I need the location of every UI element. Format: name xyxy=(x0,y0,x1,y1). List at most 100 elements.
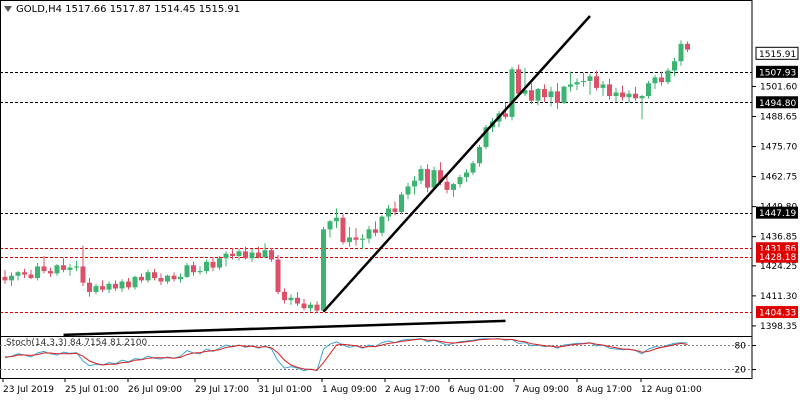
stoch-level-label: 20 xyxy=(735,366,747,376)
chart-header: GOLD,H4 1517.66 1517.87 1514.45 1515.91 xyxy=(4,4,240,15)
candle-body xyxy=(451,184,456,190)
chart-border xyxy=(0,0,753,379)
level-price-tag-bg xyxy=(756,306,798,319)
candle-body xyxy=(373,229,378,233)
price-tick-label: 1398.35 xyxy=(760,322,797,332)
candle-body xyxy=(503,113,508,117)
candle-body xyxy=(106,283,112,290)
candle-body xyxy=(113,283,118,289)
candle-body xyxy=(672,61,677,71)
stoch-level-label: 80 xyxy=(735,342,747,352)
stochastic-panel: 80 20 xyxy=(0,338,756,376)
candle-body xyxy=(139,276,144,281)
level-price-tag: 1507.93 xyxy=(759,68,796,78)
candle-body xyxy=(438,170,443,182)
candle-body xyxy=(28,274,34,279)
candle-body xyxy=(386,208,391,217)
candle-body xyxy=(470,163,476,173)
candle-body xyxy=(431,170,437,188)
candle-body xyxy=(2,276,8,281)
candle-body xyxy=(522,90,528,94)
level-price-tag: 1404.33 xyxy=(759,309,796,319)
candle-body xyxy=(236,251,242,256)
candle-body xyxy=(542,89,547,98)
candle-body xyxy=(607,84,612,96)
trendlines xyxy=(63,15,591,337)
candle-body xyxy=(119,281,125,289)
candle-body xyxy=(678,43,684,62)
candle-body xyxy=(321,229,326,311)
candle-body xyxy=(555,91,560,103)
time-tick-label: 29 Jul 17:00 xyxy=(195,385,249,395)
candle-body xyxy=(288,297,294,301)
chart-frame xyxy=(0,0,753,379)
candle-body xyxy=(399,194,404,212)
dropdown-triangle-icon[interactable] xyxy=(4,6,12,12)
candle-body xyxy=(41,266,47,272)
candle-body xyxy=(483,127,489,148)
candle-body xyxy=(295,297,300,304)
candle-body xyxy=(184,265,190,277)
candle-body xyxy=(464,172,469,178)
time-tick-label: 1 Aug 09:00 xyxy=(322,385,377,395)
price-tick-label: 1411.30 xyxy=(760,292,797,302)
level-price-tag-bg xyxy=(756,206,798,219)
candle-body xyxy=(243,251,248,259)
candle-body xyxy=(646,83,651,96)
candle-body xyxy=(256,252,261,258)
price-tick-label: 1462.75 xyxy=(760,173,797,183)
candle-body xyxy=(230,253,235,256)
candle-body xyxy=(581,80,586,83)
trendline xyxy=(322,15,591,313)
candle-body xyxy=(61,265,66,270)
candle-body xyxy=(145,272,151,281)
time-tick-label: 31 Jul 01:00 xyxy=(258,385,312,395)
ohlc-open: 1517.66 xyxy=(65,4,107,15)
candle-body xyxy=(100,286,105,290)
current-price-tag: 1515.91 xyxy=(759,50,796,60)
candle-body xyxy=(269,250,274,260)
candle-body xyxy=(477,147,482,164)
candle-body xyxy=(87,282,92,292)
candle-body xyxy=(132,276,138,288)
candle-body xyxy=(197,271,203,273)
stoch-main-line xyxy=(4,338,688,372)
candle-body xyxy=(35,266,40,279)
time-tick-label: 8 Aug 17:00 xyxy=(577,385,632,395)
candle-body xyxy=(152,272,157,279)
candle-body xyxy=(548,91,554,98)
candle-body xyxy=(685,43,690,50)
candle-body xyxy=(620,92,625,98)
candle-body xyxy=(587,76,593,81)
candle-body xyxy=(568,84,573,87)
candle-body xyxy=(165,275,170,282)
candle-body xyxy=(301,303,307,309)
candle-body xyxy=(457,177,463,185)
candle-body xyxy=(516,69,521,94)
candle-body xyxy=(223,253,229,259)
time-tick-label: 2 Aug 17:00 xyxy=(385,385,440,395)
candle-body xyxy=(262,250,268,258)
price-axis: 1398.351411.301424.251436.851449.801462.… xyxy=(752,46,799,332)
level-price-tag: 1428.18 xyxy=(759,253,796,263)
time-tick-label: 23 Jul 2019 xyxy=(3,385,54,395)
time-tick-label: 26 Jul 09:00 xyxy=(128,385,182,395)
candle-body xyxy=(626,93,632,98)
price-tick-label: 1501.60 xyxy=(760,82,797,92)
ohlc-close: 1515.91 xyxy=(198,4,241,15)
candle-body xyxy=(574,82,580,85)
symbol-label: GOLD,H4 xyxy=(16,4,62,15)
candle-body xyxy=(405,186,411,195)
candle-body xyxy=(74,266,79,268)
candle-body xyxy=(340,217,346,243)
candle-body xyxy=(327,221,333,230)
candle-body xyxy=(652,77,658,84)
candle-body xyxy=(444,181,450,190)
ohlc-high: 1517.87 xyxy=(109,4,152,15)
candle-body xyxy=(54,265,60,274)
time-tick-label: 7 Aug 09:00 xyxy=(514,385,569,395)
candle-body xyxy=(509,69,515,117)
level-price-tag: 1431.86 xyxy=(759,245,796,255)
time-tick-label: 12 Aug 01:00 xyxy=(641,385,702,395)
